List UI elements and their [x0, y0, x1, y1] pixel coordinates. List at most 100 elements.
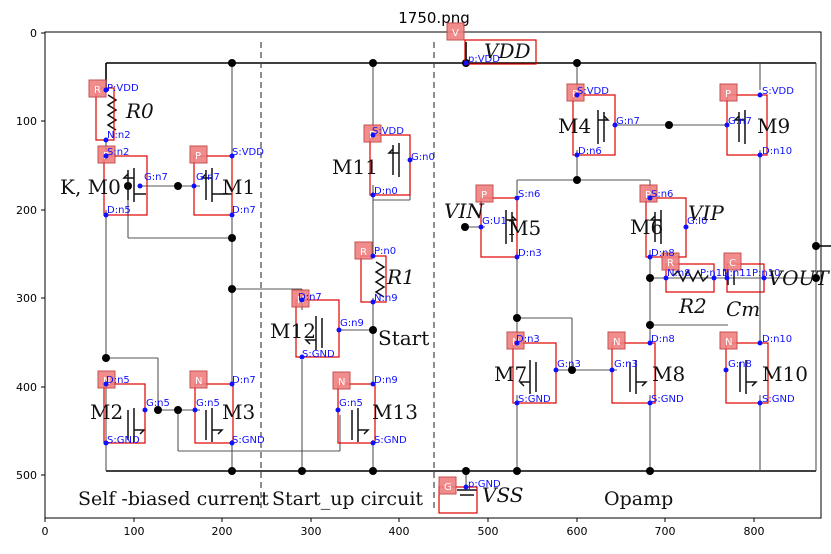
tag-label: C — [729, 258, 736, 269]
device-label: M10 — [762, 362, 808, 386]
pin-label: P:n10 — [752, 268, 780, 279]
pin-label: G:n3 — [614, 359, 638, 370]
pin-label: S:VDD — [762, 86, 794, 97]
device-label: VIP — [688, 201, 724, 225]
pin-label: D:n7 — [232, 375, 256, 386]
junction-dots — [102, 59, 820, 475]
pin-label: G:n7 — [196, 172, 220, 183]
pin-label: S:GND — [762, 394, 795, 405]
pin-label: G:n5 — [339, 398, 363, 409]
device-label: M9 — [757, 114, 790, 138]
pin-label: G:n5 — [146, 398, 170, 409]
y-tick-label: 0 — [30, 27, 37, 40]
pin-label: D:n10 — [762, 334, 792, 345]
pin-label: D:n7 — [298, 292, 322, 303]
pin-label: D:n7 — [232, 205, 256, 216]
section-label-self-biased: Self -biased current — [78, 488, 269, 510]
axes-frame: 0 100 200 300 400 500 600 700 800 0 100 … — [16, 27, 822, 538]
tag-label: N — [338, 377, 345, 388]
pin-points — [103, 60, 767, 490]
y-tick-label: 500 — [16, 469, 37, 482]
pin-label: p:VDD — [468, 54, 500, 65]
pin-label: S:n2 — [107, 147, 129, 158]
pin-label: G:n9 — [340, 318, 364, 329]
tag-label: G — [444, 482, 452, 493]
pin-label: N:n8 — [667, 268, 691, 279]
pin-label: S:GND — [518, 394, 551, 405]
pin-label: G:U1 — [482, 216, 507, 227]
tag-label: R — [667, 258, 674, 269]
pin-label: G:n7 — [728, 116, 752, 127]
pin-label: D:n0 — [374, 186, 398, 197]
pin-label: N:n2 — [107, 130, 131, 141]
pin-label: S:GND — [107, 435, 140, 446]
x-tick-label: 400 — [389, 525, 410, 538]
device-labels: VDD R0 K, M0 M1 M11 R1 Start M12 M2 M3 M… — [60, 39, 830, 507]
device-label: Cm — [726, 297, 760, 321]
pin-label: S:GND — [651, 394, 684, 405]
pin-label: N:n11 — [722, 268, 752, 279]
pin-label: S:GND — [232, 435, 265, 446]
pin-label: D:n10 — [762, 146, 792, 157]
y-tick-label: 300 — [16, 292, 37, 305]
device-label: M13 — [372, 400, 418, 424]
x-tick-label: 200 — [212, 525, 233, 538]
pin-label: S:n6 — [518, 189, 540, 200]
device-label: R1 — [386, 265, 415, 289]
device-label: M2 — [90, 400, 123, 424]
pin-label: D:n3 — [516, 334, 540, 345]
section-label-opamp: Opamp — [604, 488, 673, 510]
y-tick-label: 400 — [16, 381, 37, 394]
section-label-startup: Start_up circuit — [272, 488, 423, 510]
device-label: M8 — [652, 362, 685, 386]
pin-label: G:n8 — [728, 359, 752, 370]
pin-label: P:n11 — [700, 268, 728, 279]
pin-label: G:n3 — [557, 359, 581, 370]
tag-label: P — [481, 190, 487, 201]
pin-label: S:VDD — [232, 147, 264, 158]
y-tick-label: 100 — [16, 115, 37, 128]
pin-label: G:n0 — [411, 152, 435, 163]
tag-label: N — [195, 376, 202, 387]
device-label: M7 — [494, 362, 527, 386]
pin-label: S:n6 — [651, 189, 673, 200]
device-label: VIN — [444, 199, 485, 223]
device-label: M3 — [222, 400, 255, 424]
pin-label: D:n8 — [651, 248, 675, 259]
pin-label: S:GND — [302, 349, 335, 360]
x-tick-label: 800 — [744, 525, 765, 538]
type-tags: V R P P P R N N N N P P P P R C N N N — [88, 22, 742, 495]
device-label: M6 — [630, 215, 663, 239]
pin-label: D:n6 — [578, 146, 602, 157]
device-label: R2 — [678, 294, 707, 318]
pin-label: G:n7 — [616, 116, 640, 127]
tag-label: P — [725, 89, 731, 100]
device-label: VDD — [484, 39, 531, 63]
x-tick-label: 100 — [124, 525, 145, 538]
tag-label: R — [94, 85, 101, 96]
pin-label: P:n0 — [374, 246, 396, 257]
device-label: R0 — [125, 99, 154, 123]
tag-label: R — [360, 247, 367, 258]
pin-label: S:VDD — [372, 126, 404, 137]
pin-label: D:n9 — [374, 375, 398, 386]
tag-label: P — [645, 190, 651, 201]
pin-label: G:n7 — [144, 172, 168, 183]
pin-label: D:n5 — [107, 205, 131, 216]
device-symbols — [106, 94, 758, 496]
pin-label: D:n3 — [518, 248, 542, 259]
device-label: M12 — [270, 319, 316, 343]
x-tick-label: 700 — [655, 525, 676, 538]
pin-label: G:n5 — [196, 398, 220, 409]
tag-label: P — [195, 151, 201, 162]
pin-label: S:GND — [374, 435, 407, 446]
pin-label: P:VDD — [107, 83, 139, 94]
pin-labels: p:VDD p:GND P:VDD N:n2 S:n2 G:n7 D:n5 S:… — [106, 54, 795, 490]
tag-label: N — [725, 337, 732, 348]
device-label: M5 — [508, 216, 541, 240]
tag-label: V — [452, 28, 459, 39]
x-tick-label: 600 — [567, 525, 588, 538]
pin-label: G:I0 — [687, 216, 707, 227]
device-label: K, M0 — [60, 175, 121, 199]
